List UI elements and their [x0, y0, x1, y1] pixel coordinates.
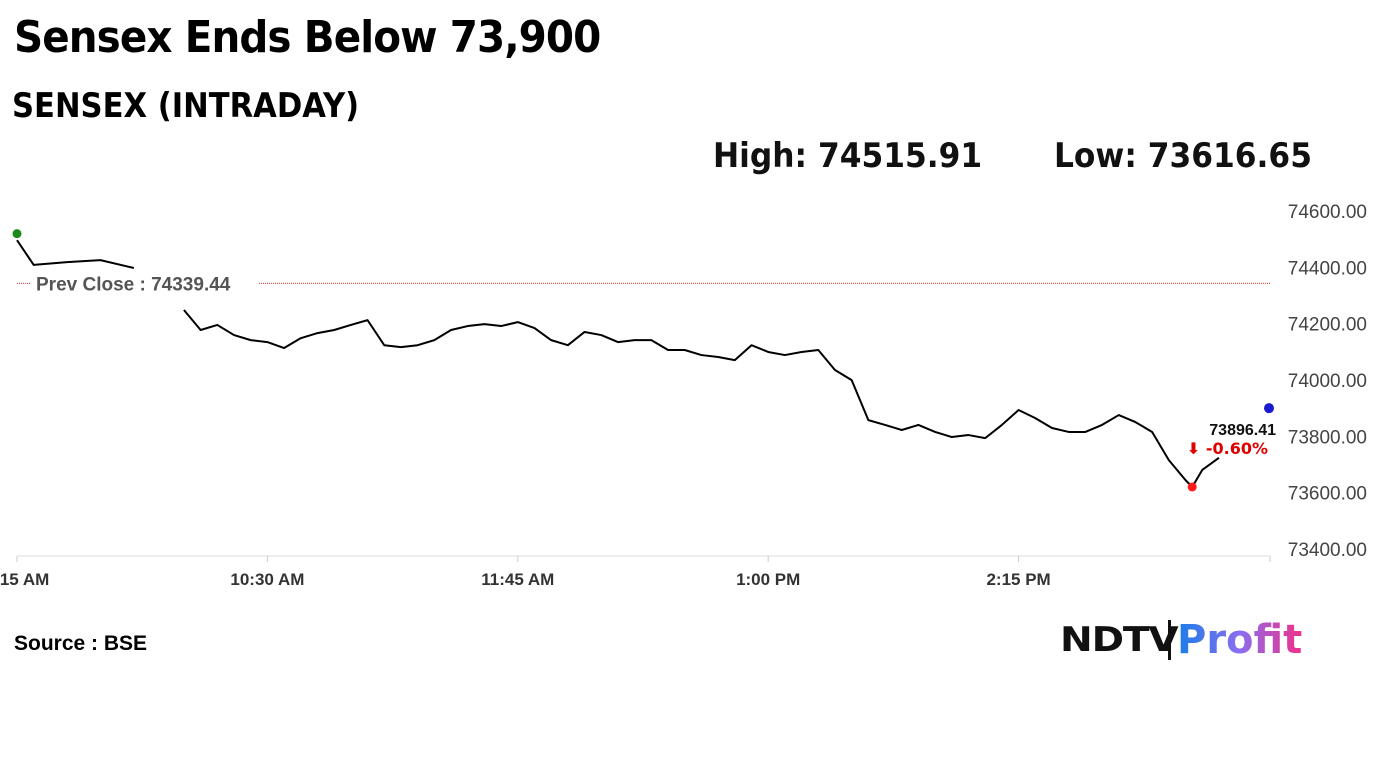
change-label: ⬇ -0.60% [1187, 439, 1268, 458]
open-point-dot [12, 229, 22, 239]
logo-profit: Profit [1177, 617, 1303, 663]
last-value-label: 73896.41 [1209, 422, 1276, 439]
prev-close-label-bg [30, 271, 258, 296]
price-line [16, 239, 135, 269]
page-title: Sensex Ends Below 73,900 [14, 12, 601, 63]
logo-divider [1168, 620, 1171, 660]
x-tick-label: 9:15 AM [0, 570, 49, 589]
x-tick-label: 11:45 AM [481, 570, 554, 589]
y-tick-label: 73800.00 [1288, 427, 1367, 448]
source-note: Source : BSE [14, 632, 148, 655]
x-tick-label: 1:00 PM [736, 570, 800, 589]
chart-subtitle: SENSEX (INTRADAY) [12, 86, 360, 126]
last-point-dot [1264, 403, 1274, 414]
price-line [183, 309, 1220, 488]
low-value: Low: 73616.65 [1054, 136, 1312, 176]
low-point-dot [1187, 482, 1197, 492]
high-value: High: 74515.91 [713, 136, 983, 176]
y-tick-label: 73400.00 [1288, 540, 1367, 561]
y-tick-label: 74600.00 [1288, 202, 1367, 223]
y-tick-label: 74000.00 [1288, 371, 1367, 392]
x-tick-label: 2:15 PM [986, 570, 1050, 589]
prev-close-label: Prev Close : 74339.44 [36, 274, 231, 295]
x-tick-label: 10:30 AM [230, 570, 304, 589]
ndtv-profit-logo: NDTV Profit [1060, 617, 1303, 663]
y-tick-label: 73600.00 [1288, 484, 1367, 505]
y-tick-label: 74400.00 [1288, 258, 1367, 279]
logo-ndtv: NDTV [1060, 620, 1179, 660]
y-tick-label: 74200.00 [1288, 315, 1367, 336]
